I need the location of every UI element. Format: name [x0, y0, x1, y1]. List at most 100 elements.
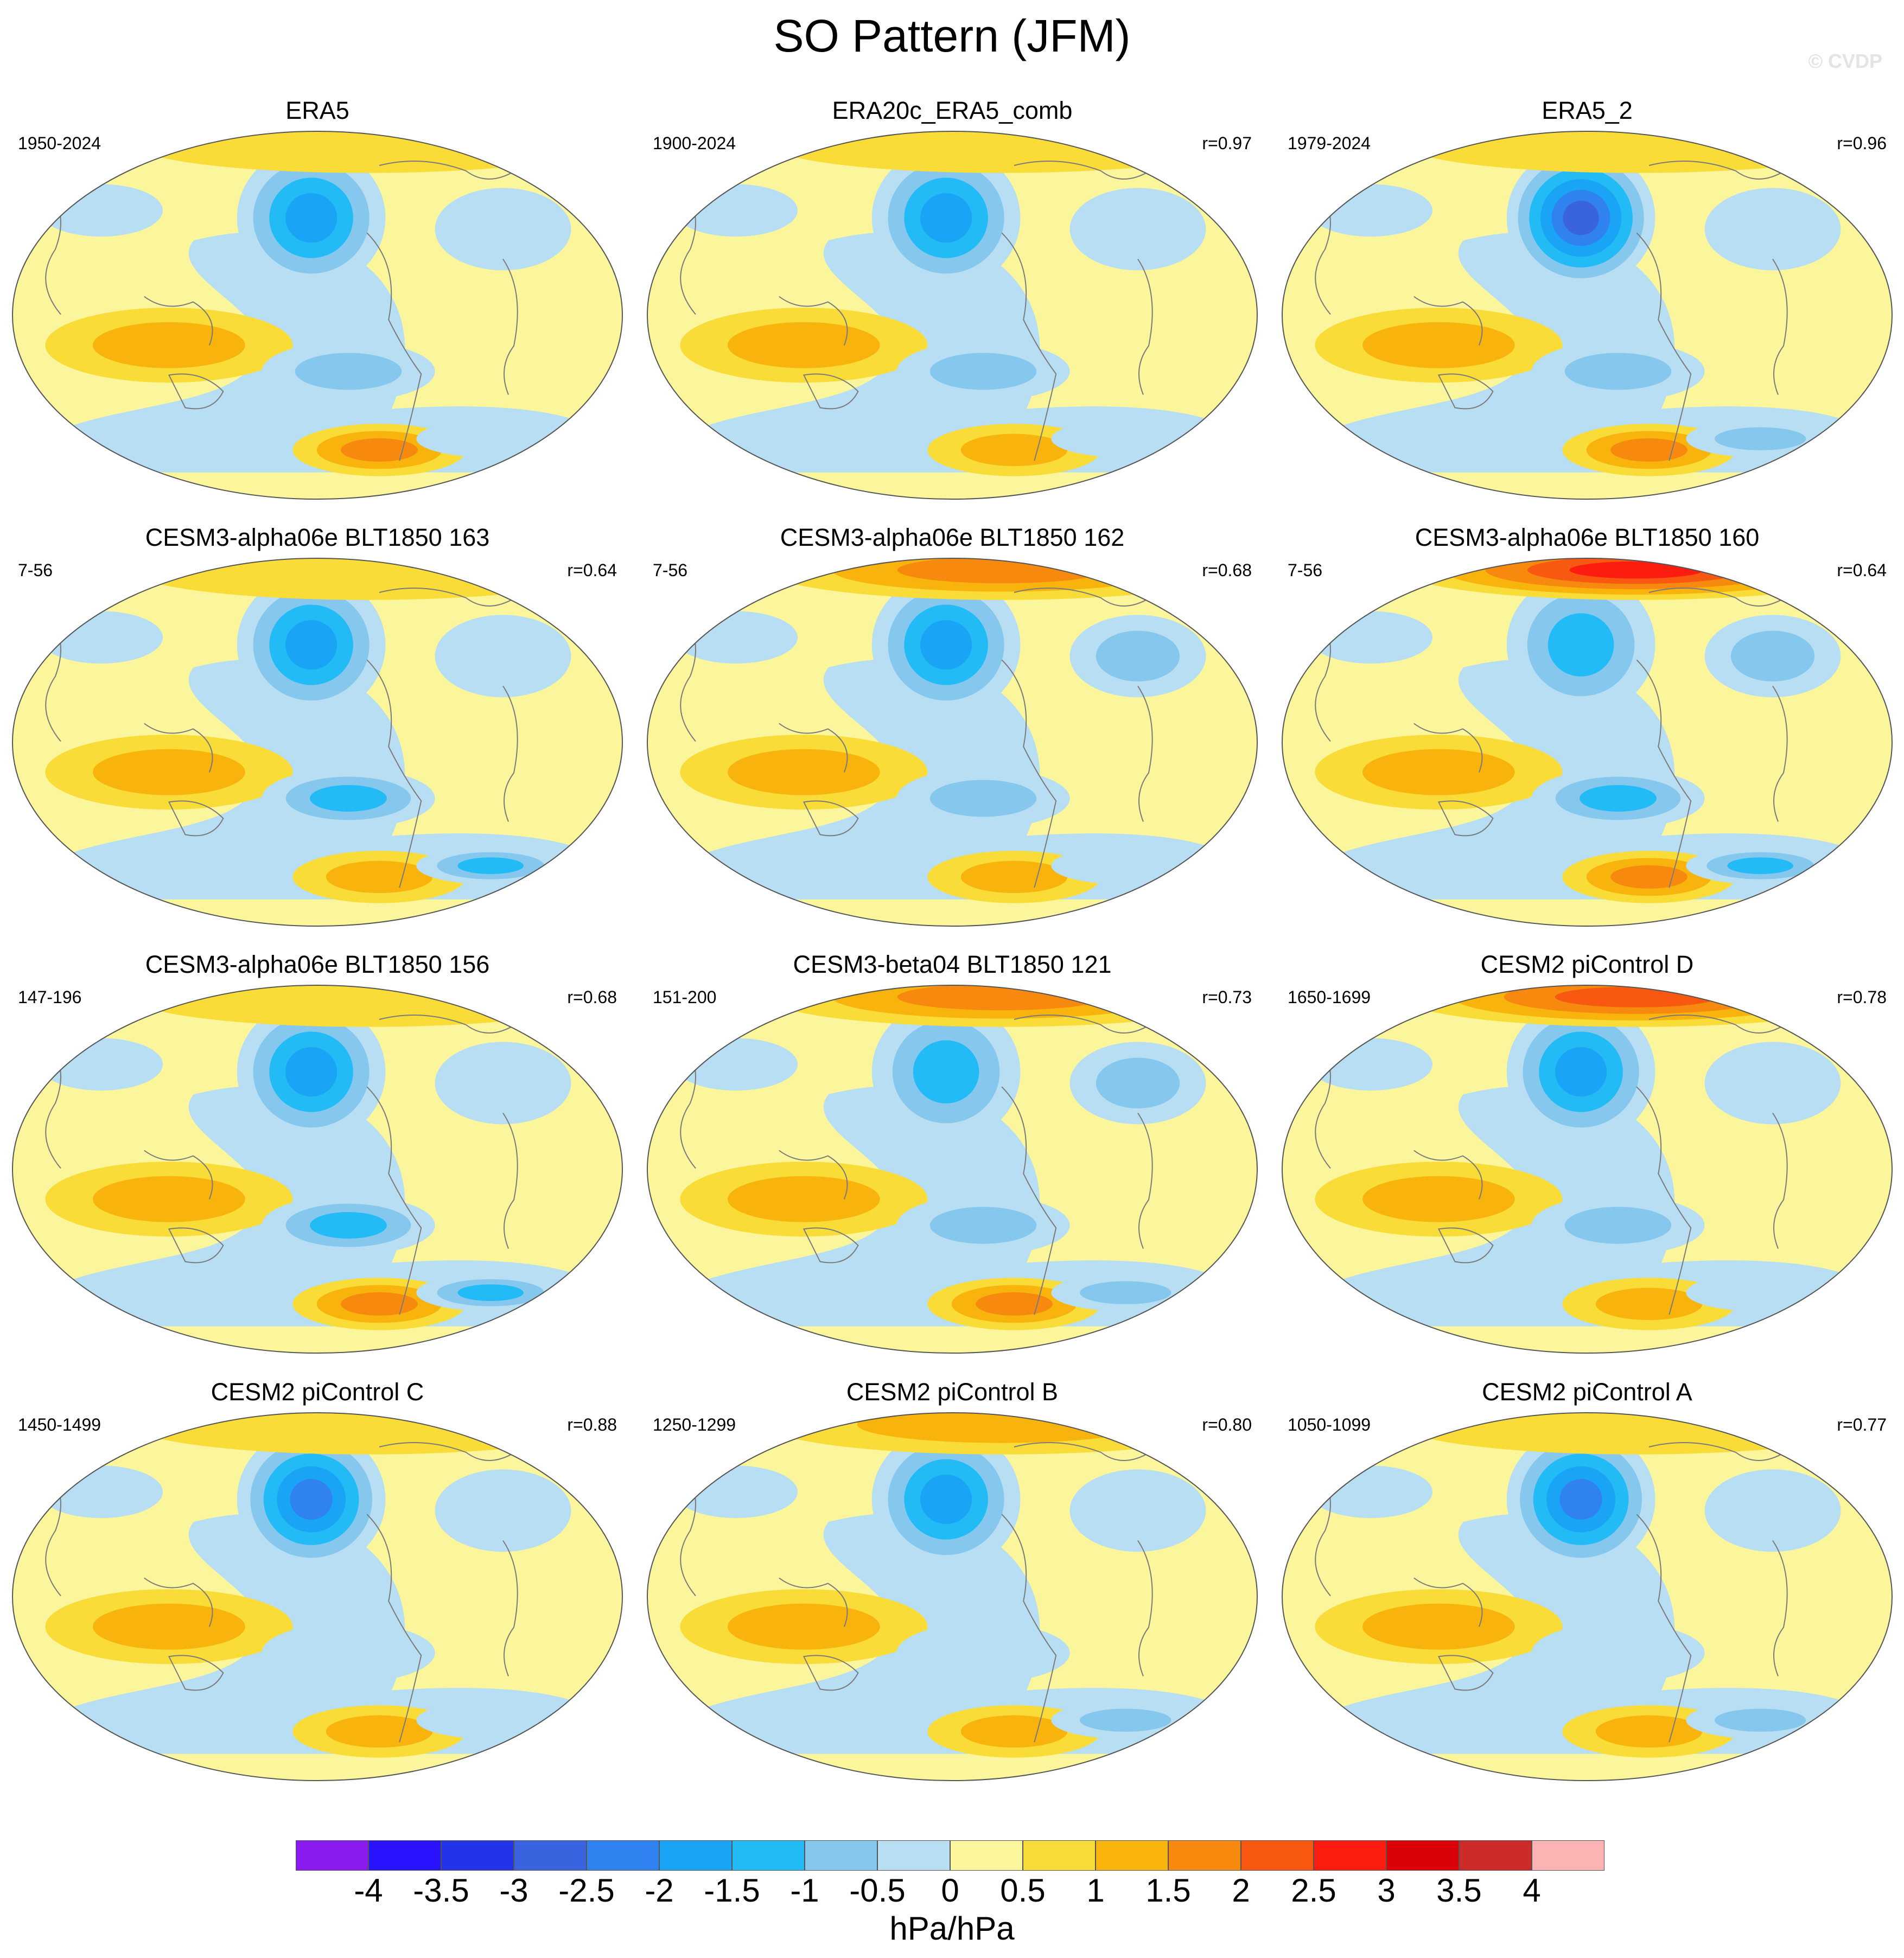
map-panel: CESM3-alpha06e BLT1850 156 147-196 r=0.68	[8, 951, 627, 1374]
coastline	[1648, 1442, 1785, 1461]
coastline	[803, 1655, 859, 1691]
coastline	[502, 1540, 518, 1676]
coastline	[1001, 1086, 1057, 1315]
map-panel: ERA20c_ERA5_comb 1900-2024 r=0.97	[643, 97, 1262, 520]
contour-maritime	[93, 1603, 245, 1650]
colorbar-tick-label: 2.5	[1291, 1872, 1336, 1909]
map-border	[647, 1412, 1258, 1781]
map-svg	[1282, 1412, 1893, 1781]
colorbar-box	[514, 1840, 587, 1871]
panel-title: CESM2 piControl B	[846, 1378, 1059, 1406]
colorbar-tick-label: 1.5	[1145, 1872, 1191, 1909]
contour-so	[1080, 1708, 1171, 1732]
coastline	[366, 232, 422, 461]
coastline	[144, 1150, 213, 1200]
map-svg	[12, 558, 623, 927]
colorbar-box	[659, 1840, 732, 1871]
contour-so	[1727, 857, 1793, 875]
panel-years: 1450-1499	[18, 1415, 101, 1434]
map-panel: CESM3-alpha06e BLT1850 160 7-56 r=0.64	[1278, 524, 1896, 947]
panel-years: 147-196	[18, 987, 82, 1007]
map-panel: CESM3-alpha06e BLT1850 162 7-56 r=0.68	[643, 524, 1262, 947]
colorbar-box	[1459, 1840, 1532, 1871]
map-panel: CESM2 piControl C 1450-1499 r=0.88	[8, 1378, 627, 1801]
coastline	[1014, 161, 1150, 180]
watermark: © CVDP	[1808, 50, 1882, 72]
contour-arctic	[857, 1413, 1147, 1443]
panel-title: CESM2 piControl C	[211, 1378, 424, 1406]
panel-years: 1050-1099	[1288, 1415, 1371, 1434]
panel-correlation: r=0.68	[567, 987, 617, 1007]
contour-so	[457, 1284, 524, 1302]
coastline	[803, 1227, 859, 1264]
coastline	[1648, 161, 1785, 180]
colorbar-box	[587, 1840, 659, 1871]
map-border	[12, 558, 623, 927]
colorbar-tick-label: -1	[790, 1872, 819, 1909]
map-border	[12, 1412, 623, 1781]
contour-maritime	[1362, 1176, 1515, 1222]
contour-sePac	[341, 438, 418, 462]
coastline	[379, 161, 515, 180]
coastline	[1772, 685, 1788, 822]
contour-so	[1715, 427, 1806, 450]
contour-na	[1309, 611, 1432, 664]
colorbar-box	[1168, 1840, 1241, 1871]
panel-title: CESM3-alpha06e BLT1850 162	[780, 524, 1125, 551]
contour-atlantic	[1096, 1057, 1180, 1109]
coastline	[1413, 723, 1483, 773]
contour-tropEP	[262, 1623, 435, 1683]
contour-atlantic	[1069, 1469, 1206, 1552]
map-svg	[1282, 558, 1893, 927]
contour-sePac	[976, 1292, 1053, 1316]
contour-na	[39, 1038, 163, 1091]
contour-aleut	[1563, 200, 1599, 235]
panel-years: 151-200	[653, 987, 717, 1007]
colorbar-tick-label: 1	[1086, 1872, 1105, 1909]
map-svg	[647, 985, 1258, 1354]
contour-na	[674, 1038, 798, 1091]
contour-tropEP	[896, 1623, 1070, 1683]
contour-na	[1309, 184, 1432, 237]
colorbar-tick-label: -1.5	[704, 1872, 760, 1909]
contour-atlantic	[1069, 188, 1206, 271]
coastline	[1014, 1442, 1150, 1461]
contour-na	[39, 1465, 163, 1519]
map-panel: CESM3-beta04 BLT1850 121 151-200 r=0.73	[643, 951, 1262, 1374]
coastline	[502, 258, 518, 395]
contour-atlantic	[1730, 630, 1815, 682]
colorbar-tick-label: -0.5	[849, 1872, 906, 1909]
contour-maritime	[93, 322, 245, 368]
contour-atlantic	[435, 188, 571, 271]
contour-maritime	[93, 749, 245, 795]
colorbar-tick-label: 3	[1377, 1872, 1396, 1909]
coastline	[379, 588, 515, 607]
contour-sePac	[960, 860, 1068, 894]
map-border	[1282, 131, 1893, 500]
contour-atlantic	[435, 1042, 571, 1125]
contour-sePac	[341, 1292, 418, 1316]
map-border	[647, 558, 1258, 927]
coastline	[803, 373, 859, 410]
panel-title: ERA5	[285, 97, 349, 124]
contour-na	[1309, 1465, 1432, 1519]
map-border	[12, 131, 623, 500]
contour-aleut	[1559, 1479, 1602, 1520]
coastline	[379, 1015, 515, 1034]
coastline	[366, 659, 422, 888]
map-panel: ERA5 1950-2024	[8, 97, 627, 520]
coastline	[1437, 1227, 1494, 1264]
contour-tropEP	[929, 353, 1037, 390]
coastline	[168, 1227, 224, 1264]
colorbar-box	[1532, 1840, 1604, 1871]
panel-years: 7-56	[653, 560, 688, 580]
contour-aleut	[285, 620, 338, 670]
colorbar-tick-label: 2	[1232, 1872, 1250, 1909]
colorbar-tick-label: 0	[941, 1872, 959, 1909]
colorbar-box	[877, 1840, 950, 1871]
map-svg	[1282, 985, 1893, 1354]
contour-aleut	[285, 1047, 338, 1097]
coastline	[168, 1655, 224, 1691]
panel-correlation: r=0.80	[1202, 1415, 1252, 1434]
colorbar-box	[296, 1840, 368, 1871]
